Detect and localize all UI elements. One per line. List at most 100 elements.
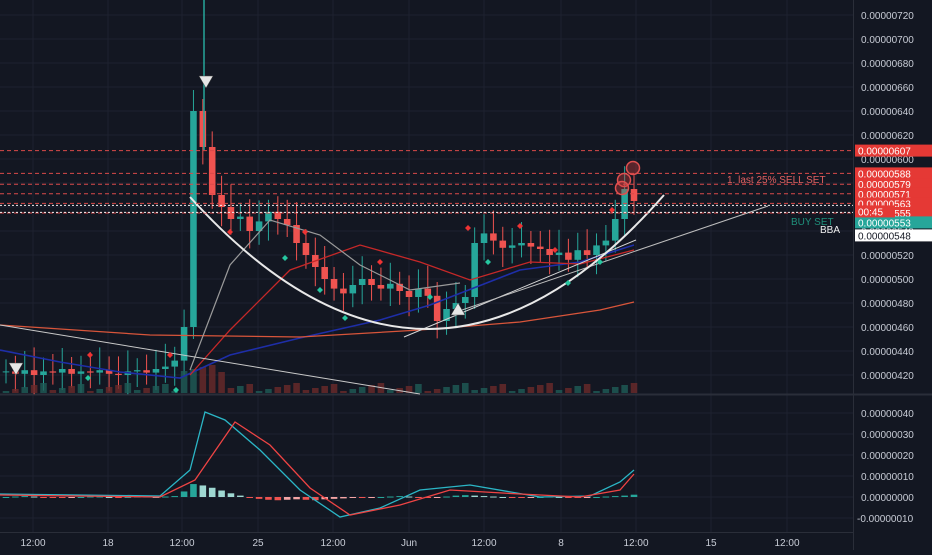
- macd-histogram-bar: [602, 496, 610, 498]
- volume-bar: [574, 386, 582, 393]
- price-tick-label: 0.00000480: [861, 299, 914, 310]
- volume-bar: [358, 387, 366, 393]
- time-tick-label: 12:00: [623, 538, 648, 549]
- volume-bar: [133, 390, 141, 393]
- red-moving-average: [189, 244, 635, 376]
- volume-bar: [518, 389, 525, 393]
- candle-body: [480, 233, 488, 243]
- current-price-tag: 0.00000553: [858, 218, 911, 229]
- countdown-bg: [855, 205, 895, 218]
- time-tick-label: 12:00: [20, 538, 45, 549]
- volume-bar: [330, 384, 338, 393]
- volume-bar: [115, 385, 122, 393]
- countdown-label: 00:45: [858, 207, 883, 218]
- signal-diamond: [517, 223, 523, 229]
- volume-bar: [340, 391, 347, 393]
- macd-tick-label: -0.00000010: [857, 514, 914, 525]
- signal-diamond: [167, 352, 173, 358]
- macd-histogram-bar: [77, 497, 85, 498]
- current-price-tag-bg: [855, 216, 932, 229]
- macd-histogram-bar: [565, 497, 572, 498]
- price-tick-label: 0.00000600: [861, 155, 914, 166]
- signal-diamond: [377, 259, 383, 265]
- annotation-bba: BBA: [820, 225, 840, 236]
- volume-bar: [546, 383, 553, 393]
- candle-body: [583, 250, 591, 255]
- macd-histogram-bar: [265, 497, 272, 500]
- candle-body: [49, 371, 57, 373]
- price-tick-label: 0.00000720: [861, 11, 914, 22]
- uptrend-line-2: [461, 205, 769, 311]
- volume-bar: [405, 386, 413, 393]
- sell-signal-triangle: [8, 362, 24, 376]
- bid-price-tag-bg: [855, 229, 932, 242]
- candle-body: [190, 111, 197, 327]
- candle-body: [340, 288, 347, 294]
- uptrend-line-1: [403, 239, 637, 338]
- macd-tick-label: 0.00000030: [861, 430, 914, 441]
- cup-curve: [189, 194, 665, 330]
- candle-body: [387, 283, 394, 289]
- macd-histogram-bar: [555, 497, 563, 498]
- sell-price-tag-bg: [855, 178, 932, 191]
- candle-body: [218, 195, 225, 207]
- volume-bar: [96, 389, 104, 393]
- candle-body: [508, 245, 516, 248]
- macd-histogram-bar: [508, 497, 516, 498]
- candle-body: [40, 371, 47, 375]
- macd-histogram-bar: [499, 497, 507, 498]
- macd-histogram-bar: [190, 484, 197, 497]
- signal-diamond: [87, 352, 93, 358]
- macd-histogram-bar: [415, 497, 422, 498]
- blue-moving-average: [0, 244, 635, 379]
- candle-body: [358, 279, 366, 285]
- macd-histogram-bar: [312, 497, 319, 501]
- price-tick-label: 0.00000460: [861, 323, 914, 334]
- macd-histogram-bar: [30, 496, 38, 498]
- signal-diamond: [485, 259, 491, 265]
- buy-signal-triangle: [450, 302, 466, 316]
- macd-histogram-bar: [208, 487, 216, 497]
- volume-bar: [349, 389, 357, 393]
- signal-diamond: [427, 294, 433, 300]
- axis-marker: [855, 193, 857, 206]
- candle-body: [368, 279, 375, 285]
- macd-histogram-bar: [611, 496, 619, 498]
- volume-bar: [190, 369, 197, 393]
- volume-bar: [105, 387, 113, 393]
- candle-body: [208, 147, 216, 195]
- macd-histogram-bar: [518, 497, 525, 498]
- macd-histogram-bar: [490, 496, 497, 498]
- candle-body: [462, 297, 469, 303]
- macd-histogram-bar: [180, 491, 188, 497]
- candle-body: [602, 240, 610, 246]
- volume-bar: [199, 367, 207, 393]
- candle-body: [274, 211, 282, 219]
- signal-diamond: [302, 229, 308, 235]
- candle-body: [546, 249, 553, 255]
- candle-body: [162, 366, 169, 369]
- candle-body: [265, 211, 272, 222]
- volume-bar: [49, 390, 57, 393]
- candle-body: [611, 219, 619, 241]
- volume-bar: [499, 384, 507, 393]
- time-tick-label: 15: [705, 538, 717, 549]
- bid-price-tag: 0.00000548: [858, 231, 911, 242]
- volume-bar: [143, 388, 150, 393]
- gray-moving-average: [189, 219, 461, 371]
- volume-bar: [583, 384, 591, 393]
- volume-bar: [87, 391, 94, 393]
- candle-body: [565, 252, 572, 260]
- sell-price-tag: 0.00000571: [858, 190, 911, 201]
- macd-histogram-bar: [358, 497, 366, 498]
- macd-histogram-bar: [302, 497, 310, 500]
- candle-body: [321, 267, 328, 279]
- volume-bar: [162, 384, 169, 393]
- volume-bar: [611, 387, 619, 393]
- macd-histogram-bar: [227, 493, 235, 497]
- macd-histogram-bar: [87, 496, 94, 498]
- volume-bar: [527, 387, 535, 393]
- candle-body: [293, 225, 300, 243]
- candle-body: [630, 189, 638, 201]
